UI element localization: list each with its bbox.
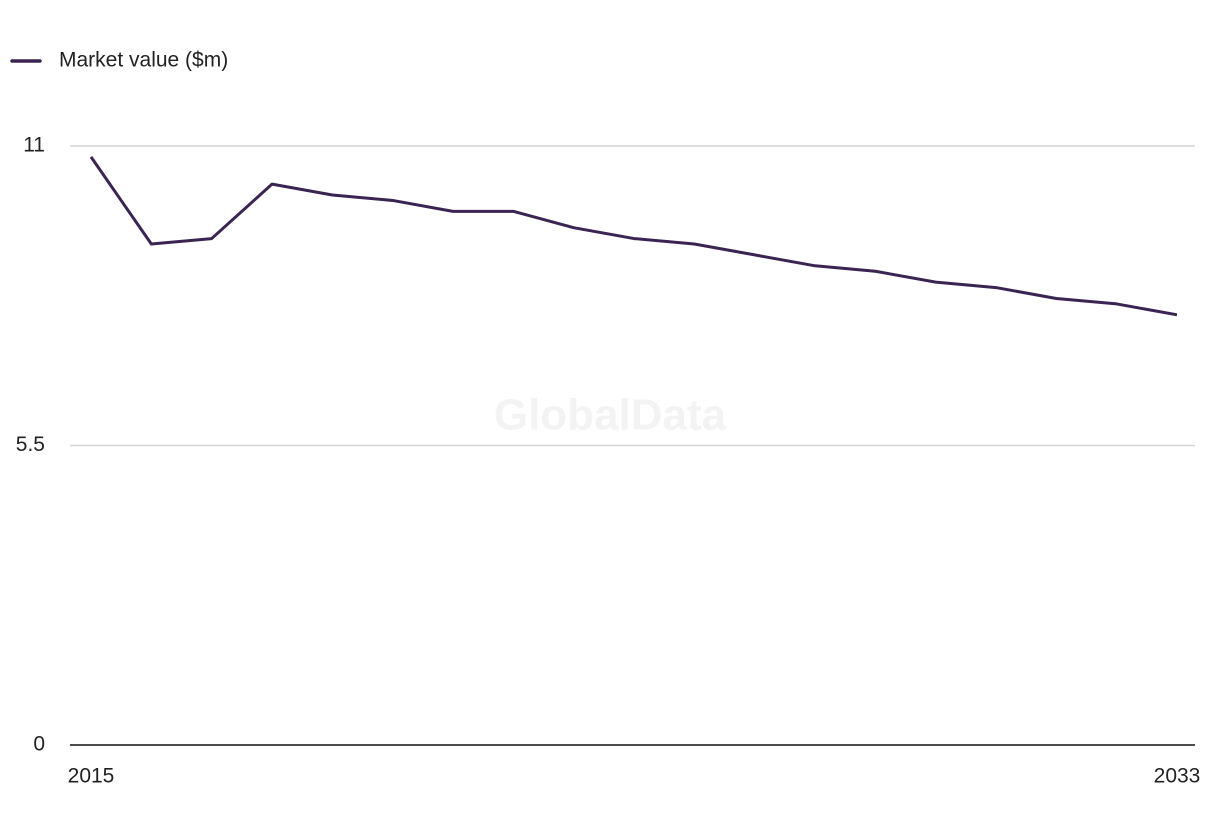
x-tick-label: 2015 — [68, 765, 115, 788]
y-tick-label: 11 — [23, 134, 45, 157]
x-tick-label: 2033 — [1154, 765, 1201, 788]
y-tick-label: 5.5 — [16, 433, 45, 456]
watermark: GlobalData — [494, 391, 727, 440]
legend-label: Market value ($m) — [59, 49, 228, 72]
line-series — [89, 156, 1178, 317]
y-tick-label: 0 — [33, 733, 45, 756]
